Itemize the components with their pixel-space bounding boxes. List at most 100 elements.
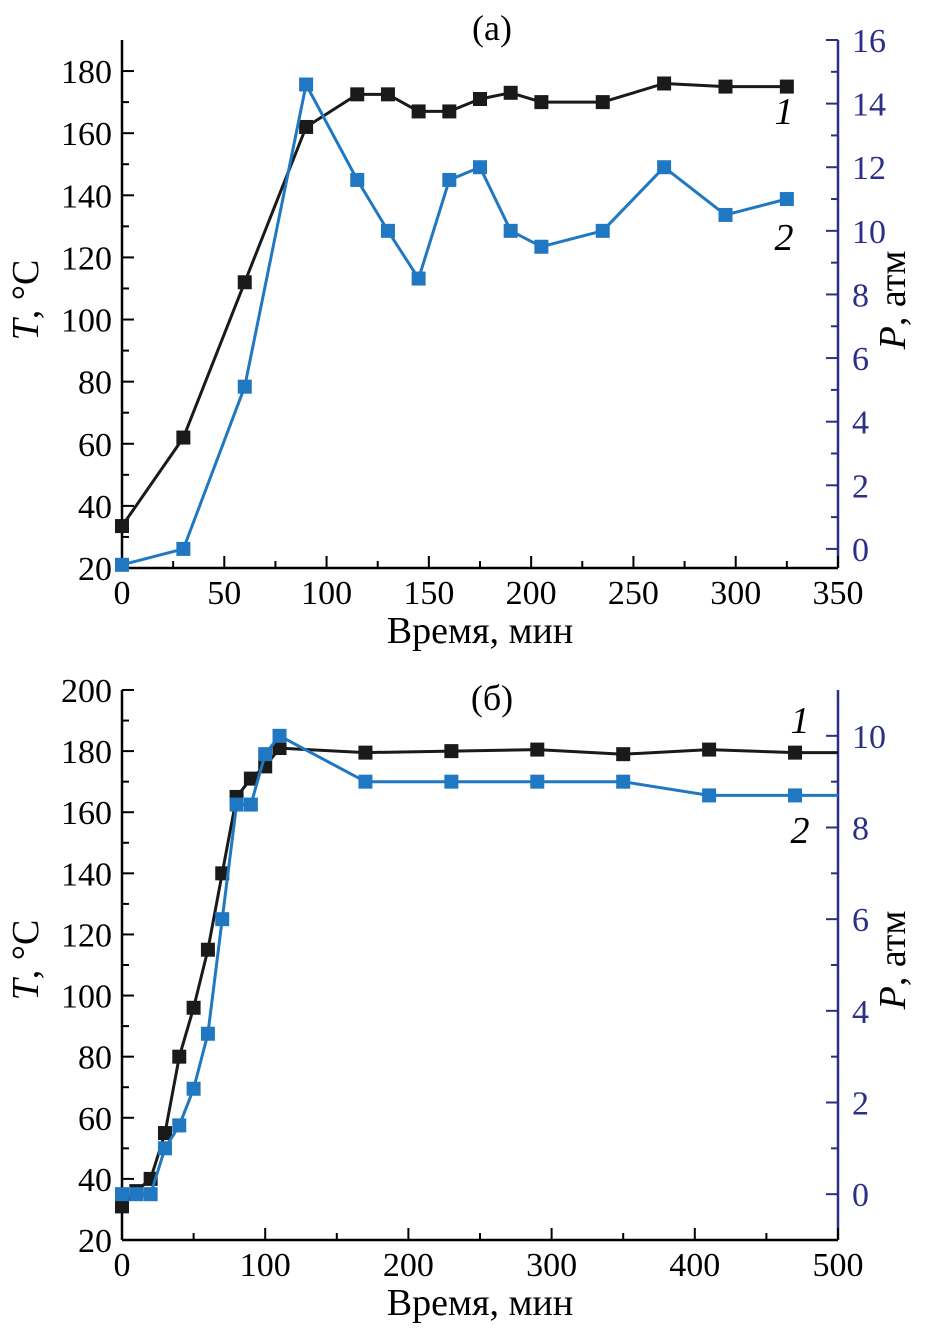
left-y-tick-label: 200 [61, 673, 112, 710]
series-2-point [243, 797, 258, 812]
series-2-point [534, 239, 549, 254]
x-tick-label: 0 [114, 1247, 131, 1284]
series-2-point [157, 1141, 172, 1156]
series-2-point [718, 207, 733, 222]
right-y-axis-title: P, атм [872, 911, 914, 1011]
series-2-point [172, 1118, 187, 1133]
left-y-tick-label: 140 [61, 856, 112, 893]
series-1-line [120, 82, 787, 527]
right-y-axis-symbol: P [872, 986, 914, 1010]
series-1-point [350, 87, 365, 102]
series-1-point [176, 430, 191, 445]
left-y-axis-unit: , °С [5, 260, 47, 320]
x-tick-label: 200 [383, 1247, 434, 1284]
series-2-point [444, 774, 459, 789]
series-1-point [215, 866, 230, 881]
x-tick-label: 300 [710, 575, 761, 612]
series-2-point [186, 1081, 201, 1096]
left-y-tick-label: 180 [61, 54, 112, 91]
right-y-tick-label: 16 [852, 23, 886, 60]
series-2-point [215, 912, 230, 927]
x-tick-label: 400 [669, 1247, 720, 1284]
series-2-point [702, 788, 717, 803]
series-1-label: 1 [775, 91, 794, 133]
series-1-point [788, 745, 803, 760]
left-y-axis-symbol: T [5, 316, 47, 340]
left-y-tick-label: 180 [61, 734, 112, 771]
series-2-point [657, 160, 672, 175]
series-1-label: 1 [791, 700, 810, 742]
series-2-point [299, 77, 314, 92]
series-1-point [157, 1126, 172, 1141]
x-tick-label: 350 [813, 575, 864, 612]
series-2-point [411, 271, 426, 286]
series-1-point [657, 76, 672, 91]
right-y-tick-label: 2 [852, 1086, 869, 1123]
series-1-point [237, 275, 252, 290]
left-y-axis-title: T, °С [5, 260, 47, 341]
chart-panel-b: 0 100 200 300 400 500204060801001201401601802… [5, 673, 914, 1324]
series-2-point [358, 774, 373, 789]
right-y-tick-label: 8 [852, 277, 869, 314]
right-y-tick-label: 4 [852, 994, 869, 1031]
right-y-axis-unit: , атм [872, 251, 914, 327]
x-tick-label: 250 [608, 575, 659, 612]
series-1-point [534, 95, 549, 110]
left-y-tick-label: 100 [61, 303, 112, 340]
left-y-tick-label: 160 [61, 795, 112, 832]
series-2-point [788, 788, 803, 803]
right-y-tick-label: 6 [852, 341, 869, 378]
series-2-point [272, 728, 287, 743]
series-1-point [442, 104, 457, 119]
x-tick-label: 500 [813, 1247, 864, 1284]
chart-panel-a: 0 50 100 150 200 250 300 3502040608010012014016… [5, 8, 914, 652]
series-1-point [444, 744, 459, 759]
series-2-point [473, 160, 487, 175]
series-2-point [129, 1187, 144, 1202]
series-2-point [616, 774, 631, 789]
panel-label: (а) [472, 8, 512, 48]
series-1-point [411, 104, 426, 119]
series-2-point [176, 541, 191, 556]
right-y-tick-label: 10 [852, 214, 886, 251]
series-1-point [380, 87, 395, 102]
right-y-tick-label: 0 [852, 1177, 869, 1214]
series-1-point [299, 119, 314, 134]
x-axis-title: Время, мин [387, 610, 573, 652]
series-1-point [718, 79, 733, 94]
left-y-axis-title: T, °С [5, 920, 47, 1001]
series-2-point [258, 747, 273, 762]
right-y-tick-label: 14 [852, 87, 886, 124]
series-1-point [115, 519, 129, 534]
series-2-point [442, 172, 457, 187]
series-2-point [350, 172, 365, 187]
series-1-point [473, 92, 487, 107]
right-y-tick-label: 2 [852, 468, 869, 505]
left-y-tick-label: 20 [78, 551, 112, 588]
series-1-line [120, 746, 838, 1208]
left-y-axis-symbol: T [5, 976, 47, 1000]
series-2-point [237, 379, 252, 394]
series-2-point [200, 1026, 215, 1041]
x-tick-label: 300 [526, 1247, 577, 1284]
right-y-tick-label: 4 [852, 405, 869, 442]
left-y-tick-label: 80 [78, 1040, 112, 1077]
left-y-tick-label: 40 [78, 489, 112, 526]
x-tick-label: 50 [207, 575, 241, 612]
series-1-point [503, 85, 518, 100]
series-2-point [530, 774, 545, 789]
left-y-tick-label: 100 [61, 979, 112, 1016]
series-1-point [200, 942, 215, 957]
series-2-label: 2 [791, 810, 810, 852]
left-y-tick-label: 140 [61, 178, 112, 215]
right-y-axis-symbol: P [872, 326, 914, 350]
x-tick-label: 100 [301, 575, 352, 612]
x-tick-label: 0 [114, 575, 131, 612]
right-y-tick-label: 8 [852, 811, 869, 848]
left-y-axis-unit: , °С [5, 920, 47, 980]
right-y-axis-unit: , атм [872, 911, 914, 987]
series-2-point [229, 797, 244, 812]
series-1-point [358, 745, 373, 760]
left-y-tick-label: 120 [61, 240, 112, 277]
